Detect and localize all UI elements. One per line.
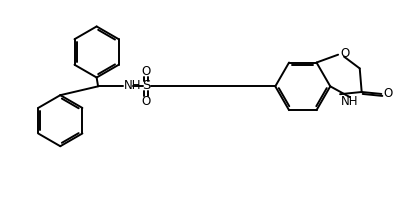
Text: O: O (340, 47, 349, 60)
Text: NH: NH (124, 79, 141, 92)
Text: O: O (141, 94, 151, 108)
Text: NH: NH (341, 95, 359, 108)
Text: O: O (141, 65, 151, 78)
Text: O: O (383, 87, 392, 101)
Text: S: S (142, 79, 151, 92)
